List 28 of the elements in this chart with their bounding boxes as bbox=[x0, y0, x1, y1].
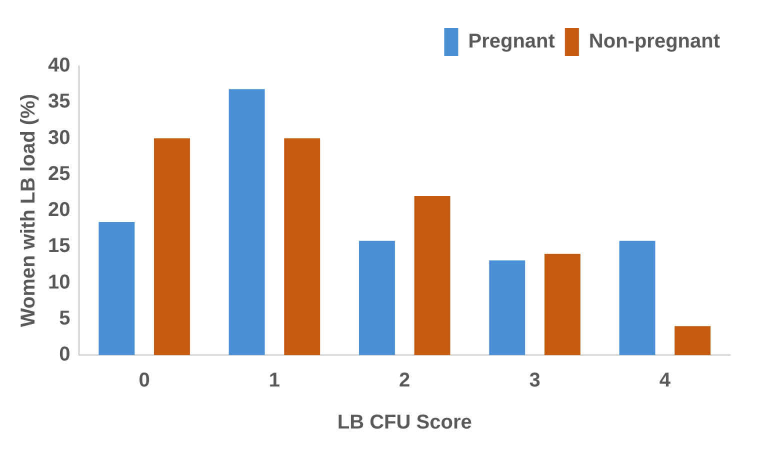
y-tick-label: 30 bbox=[48, 126, 70, 149]
y-tick-label: 15 bbox=[48, 235, 70, 258]
bar bbox=[489, 260, 526, 355]
bar bbox=[98, 222, 135, 355]
y-tick-label: 35 bbox=[48, 90, 70, 113]
y-tick-label: 0 bbox=[59, 344, 70, 366]
bar bbox=[154, 138, 190, 355]
y-axis-title: Women with LB load (%) bbox=[18, 94, 40, 327]
bar bbox=[544, 254, 580, 355]
x-tick-label: 1 bbox=[268, 370, 280, 392]
legend-label: Pregnant bbox=[468, 30, 556, 53]
bar bbox=[619, 240, 656, 355]
y-tick-label: 20 bbox=[48, 199, 70, 222]
legend-label: Non-pregnant bbox=[588, 30, 720, 53]
bar bbox=[674, 326, 711, 355]
x-tick-label: 3 bbox=[529, 370, 540, 392]
y-tick-label: 10 bbox=[48, 271, 70, 294]
x-tick-label: 4 bbox=[659, 370, 672, 392]
bar bbox=[414, 196, 450, 355]
x-axis-title: LB CFU Score bbox=[337, 412, 472, 434]
bar bbox=[228, 89, 265, 355]
x-tick-label: 2 bbox=[399, 370, 410, 392]
y-tick-label: 40 bbox=[48, 54, 70, 77]
y-tick-label: 25 bbox=[48, 162, 70, 185]
x-tick-label: 0 bbox=[138, 370, 150, 392]
bar bbox=[358, 240, 395, 355]
y-tick-label: 5 bbox=[59, 307, 70, 330]
bar bbox=[284, 138, 320, 355]
